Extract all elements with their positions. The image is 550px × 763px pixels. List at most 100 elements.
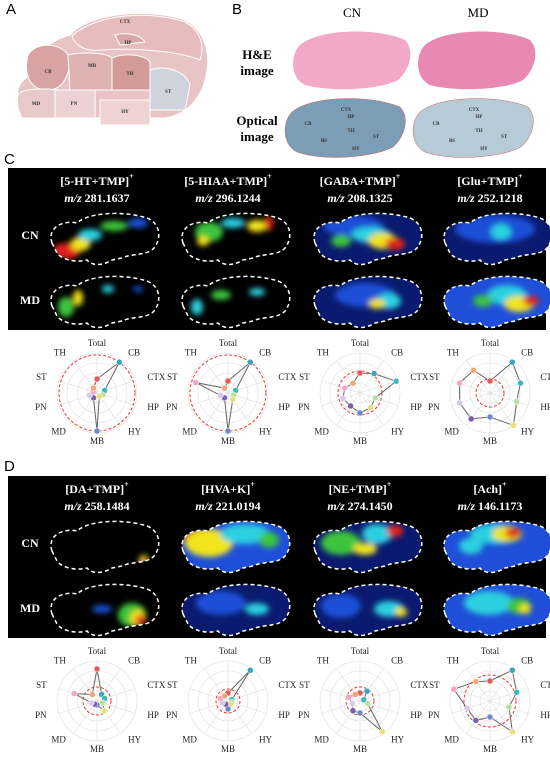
mz: m/z 146.1173 xyxy=(458,499,523,513)
radar-point xyxy=(247,359,254,366)
ms-image xyxy=(444,521,550,573)
radar-point xyxy=(509,359,516,366)
region-label: ST xyxy=(501,135,508,140)
compound-title: [HVA+K]+ xyxy=(201,480,255,496)
radar-axis-label: MB xyxy=(221,744,235,754)
radar-axis-label: TH xyxy=(447,655,459,665)
optical-image xyxy=(284,98,534,158)
radar-point xyxy=(345,694,352,701)
radar-axis-label: CTX xyxy=(540,372,550,382)
mz-label: m/z xyxy=(458,499,476,513)
ms-image xyxy=(58,285,143,317)
compound-name: [NE+TMP] xyxy=(329,482,387,496)
region-label: CB xyxy=(433,122,441,127)
mz-label: m/z xyxy=(195,499,213,513)
ms-image xyxy=(444,276,550,328)
region-label: CTX xyxy=(469,108,480,113)
charge: + xyxy=(129,172,134,181)
row-label: image xyxy=(240,63,273,78)
ms-blobs xyxy=(335,283,401,309)
radar-axis-label: Total xyxy=(88,338,107,348)
ms-blob xyxy=(385,238,405,250)
radar-point xyxy=(486,413,494,421)
radar-axis-label: HP xyxy=(278,402,290,412)
ms-blob xyxy=(247,220,267,232)
radar-reference xyxy=(82,686,112,716)
radar-axis-label: ST xyxy=(36,372,47,382)
region-label: TH xyxy=(475,129,482,134)
radar-axis-label: CTX xyxy=(278,372,297,382)
radar-point xyxy=(513,689,520,696)
brain-outline xyxy=(443,275,550,329)
ms-blobs xyxy=(183,524,279,557)
radar-axis-label: CB xyxy=(259,347,271,357)
radar-spoke xyxy=(451,688,491,702)
radar-spoke xyxy=(321,688,361,702)
radar-axis-label: CB xyxy=(391,347,403,357)
radar-axis-label: HP xyxy=(410,402,422,412)
region-label: HY xyxy=(352,147,360,152)
mz-label: m/z xyxy=(327,191,345,205)
radar-point xyxy=(486,677,494,685)
radar-axis-label: TH xyxy=(185,655,197,665)
mz: m/z 274.1450 xyxy=(327,499,392,513)
radar-spoke xyxy=(466,668,491,702)
ms-blob xyxy=(128,218,148,228)
mz: m/z 296.1244 xyxy=(195,191,260,205)
compound-name: [Glu+TMP] xyxy=(457,174,518,188)
region-label: HP xyxy=(125,41,132,46)
region-label: PN xyxy=(71,102,78,107)
radar-point xyxy=(356,369,364,377)
radar-axis-label: HY xyxy=(128,427,141,437)
ms-blob xyxy=(135,614,146,625)
radar-point xyxy=(472,717,480,724)
ms-blob xyxy=(221,218,245,228)
radar-axis-label: HP xyxy=(540,402,550,412)
radar-spoke xyxy=(336,700,361,734)
radar-spoke xyxy=(359,668,384,702)
mz-label: m/z xyxy=(195,191,213,205)
radar-spoke xyxy=(451,700,491,714)
radar-axis-label: TH xyxy=(54,347,66,357)
region-label: TH xyxy=(347,129,354,134)
region-label: CB xyxy=(45,70,53,75)
ms-blob xyxy=(505,527,521,538)
radar-point xyxy=(100,707,108,714)
radar-axis-label: MB xyxy=(90,744,104,754)
radar-axis-label: TH xyxy=(317,347,329,357)
radar-spoke xyxy=(489,688,529,702)
brain-outline xyxy=(443,520,550,574)
region-label: CTX xyxy=(120,20,131,25)
radar-point xyxy=(513,398,520,405)
mz: m/z 252.1218 xyxy=(457,191,522,205)
mz-label: m/z xyxy=(64,191,82,205)
radar-axis-label: PN xyxy=(428,710,440,720)
radar-axis-label: HY xyxy=(521,735,534,745)
row-label: image xyxy=(240,129,273,144)
ms-blob xyxy=(473,295,493,307)
ms-blob xyxy=(92,605,112,613)
radar-point xyxy=(370,370,378,377)
row-label: MD xyxy=(20,601,40,615)
brain-outline xyxy=(181,520,291,574)
compound-name: [DA+TMP] xyxy=(65,482,124,496)
ms-blob xyxy=(369,299,385,309)
brain-outline xyxy=(50,520,160,574)
region-label: HY xyxy=(121,110,129,115)
radar-axis-label: CB xyxy=(259,655,271,665)
radar-spoke xyxy=(359,380,399,394)
mz-value: 274.1450 xyxy=(348,499,393,513)
ms-blob xyxy=(73,290,83,306)
ms-blob xyxy=(387,525,403,537)
mz: m/z 208.1325 xyxy=(327,191,392,205)
radar-axis-label: Total xyxy=(481,646,500,656)
radar-axis-label: MB xyxy=(90,436,104,446)
ms-blob xyxy=(321,594,361,618)
ms-blob xyxy=(331,235,351,247)
mz-label: m/z xyxy=(327,499,345,513)
radar-point xyxy=(247,667,254,674)
radar-axis-label: PN xyxy=(35,710,47,720)
ms-image xyxy=(314,521,422,573)
row-label: MD xyxy=(20,293,40,307)
radar-axis-label: ST xyxy=(429,372,440,382)
